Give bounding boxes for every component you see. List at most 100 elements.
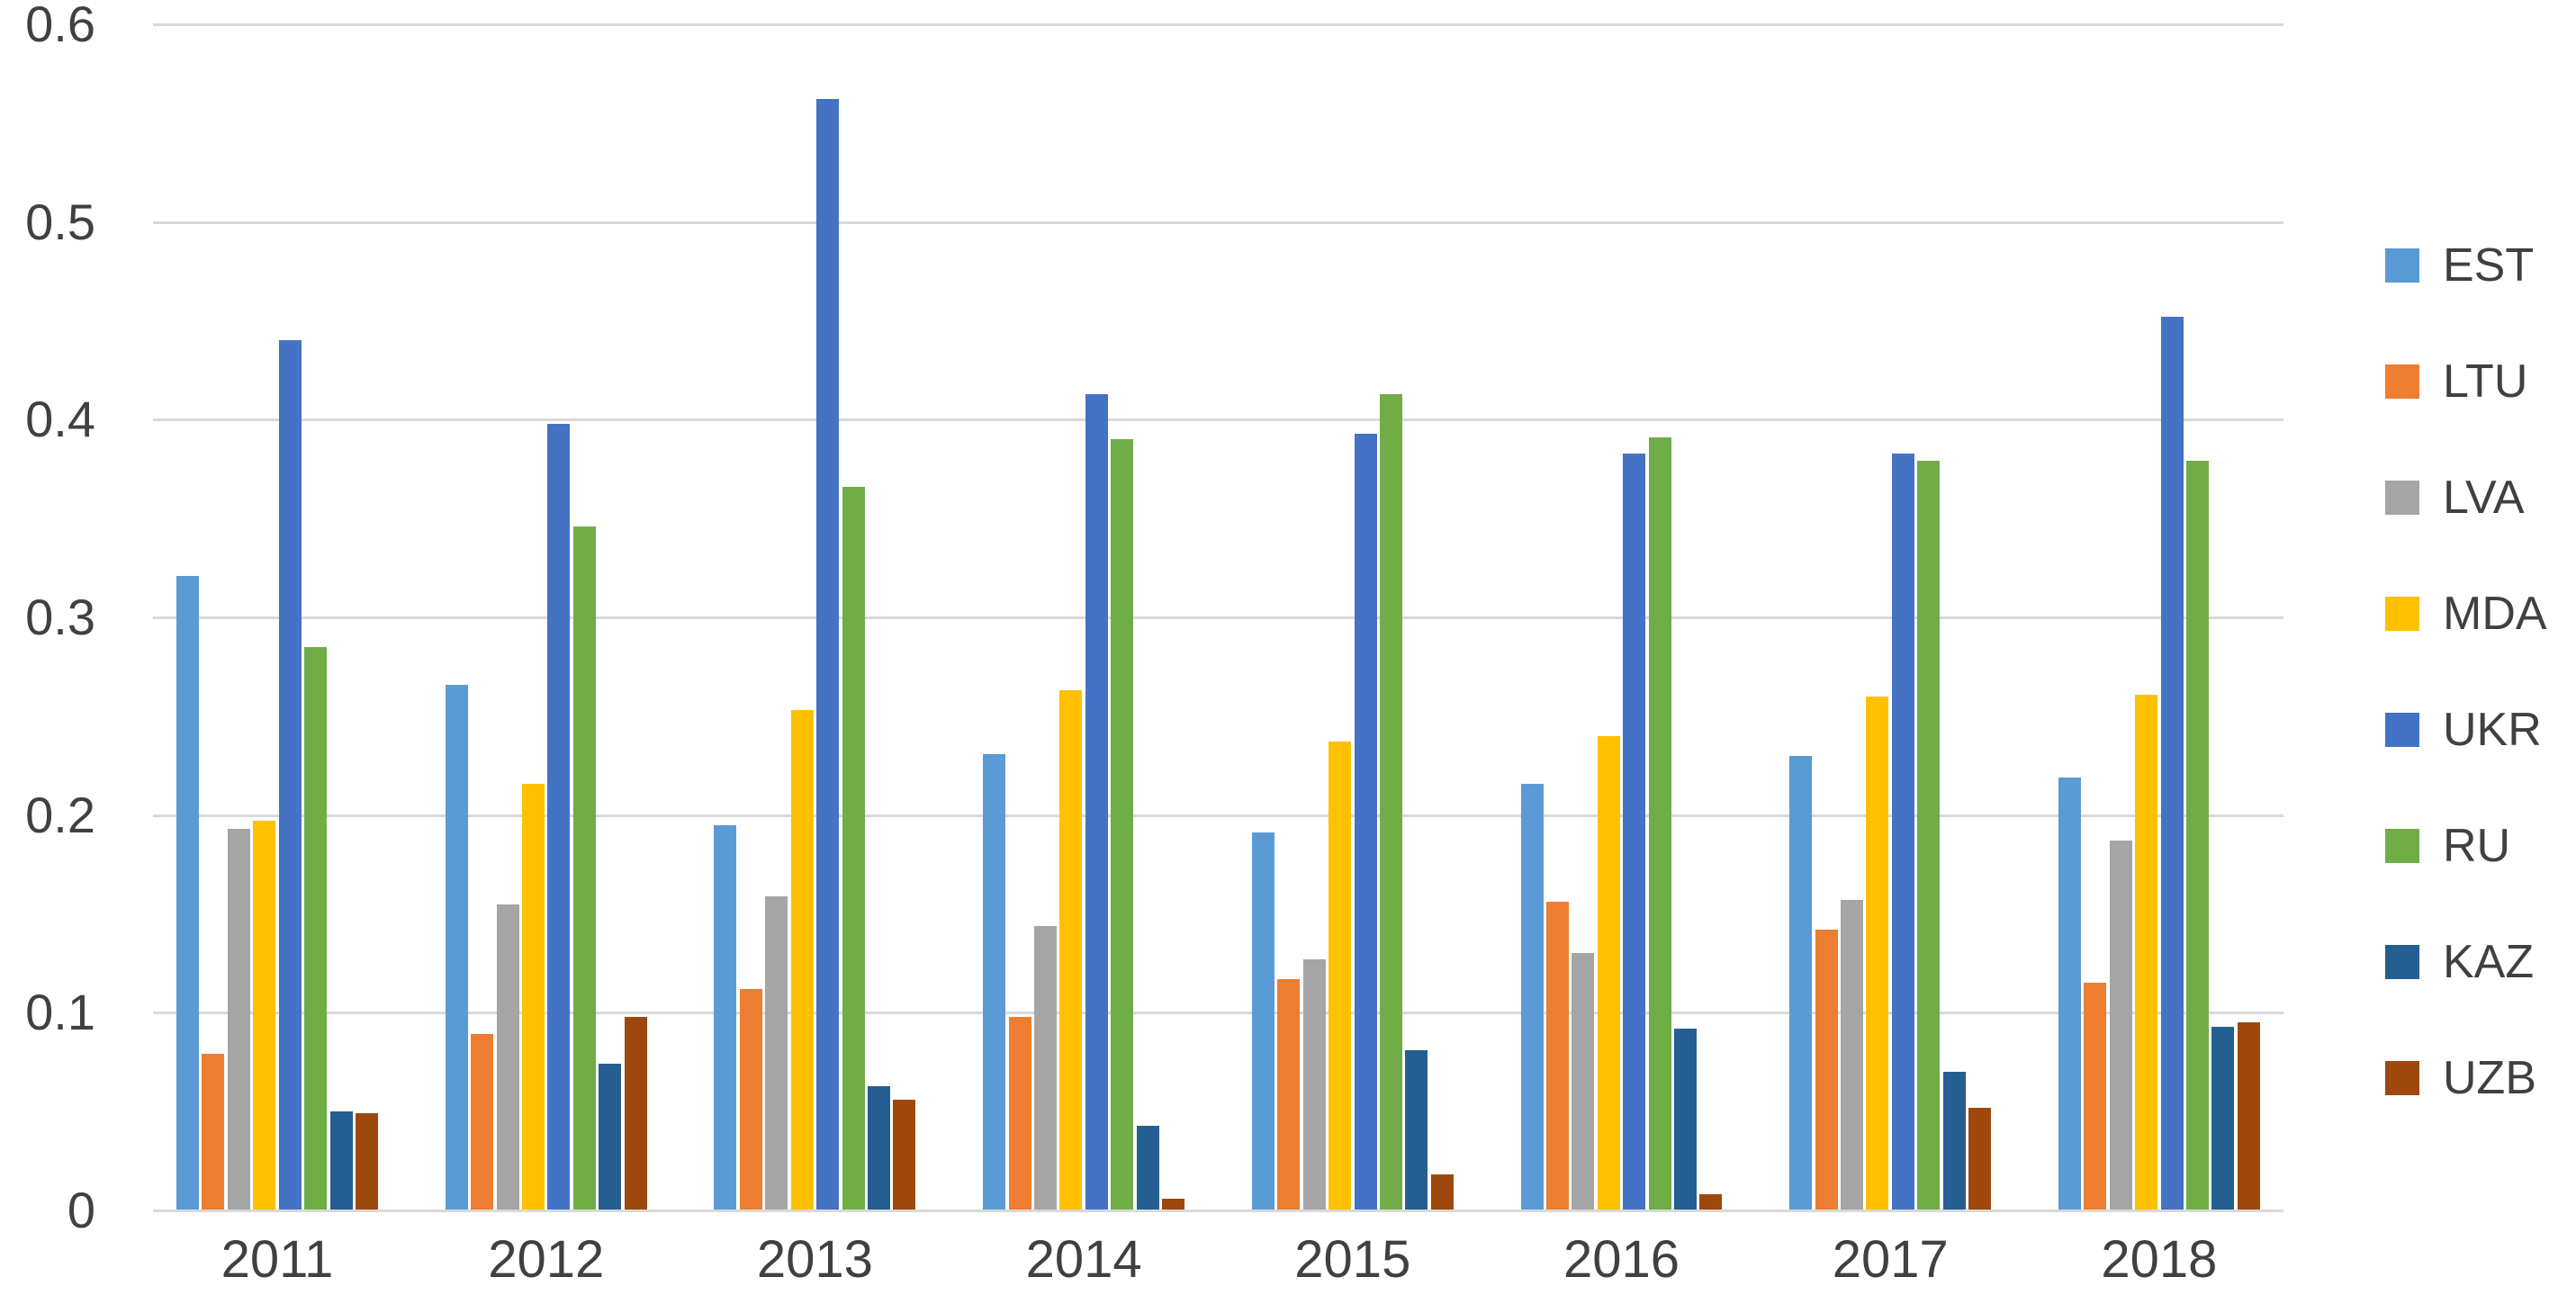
bar-2016-LTU bbox=[1545, 902, 1569, 1210]
legend-item-MDA: MDA bbox=[2385, 555, 2547, 671]
x-axis: 2011 2012 2013 2014 2015 2016 2017 2018 bbox=[153, 1231, 2283, 1289]
bar-2016-LVA bbox=[1572, 953, 1595, 1210]
bar-2012-LVA bbox=[496, 904, 519, 1210]
x-axis-label-2016: 2016 bbox=[1563, 1230, 1680, 1289]
bar-2013-LVA bbox=[765, 896, 788, 1210]
bar-2011-UKR bbox=[278, 340, 302, 1210]
y-axis-tick-label: 0.2 bbox=[25, 786, 95, 843]
y-axis-tick-label: 0.5 bbox=[25, 193, 95, 250]
legend-item-EST: EST bbox=[2385, 207, 2547, 323]
bar-group-2014 bbox=[983, 24, 1185, 1210]
gridline bbox=[153, 616, 2283, 619]
bar-2016-RU bbox=[1648, 437, 1671, 1210]
legend-marker-icon bbox=[2385, 364, 2419, 399]
bar-2011-LVA bbox=[227, 829, 250, 1210]
x-axis-label-2013: 2013 bbox=[756, 1230, 873, 1289]
y-axis-tick-label: 0.3 bbox=[25, 589, 95, 645]
bar-group-2018 bbox=[2058, 24, 2260, 1210]
x-axis-label-2012: 2012 bbox=[488, 1230, 605, 1289]
bar-group-2017 bbox=[1789, 24, 1992, 1210]
bar-2012-UZB bbox=[624, 1017, 647, 1210]
legend-label: UZB bbox=[2443, 1051, 2536, 1104]
bar-group-2013 bbox=[714, 24, 916, 1210]
legend-item-RU: RU bbox=[2385, 787, 2547, 904]
y-axis-tick-label: 0.6 bbox=[25, 0, 95, 52]
legend-item-UKR: UKR bbox=[2385, 671, 2547, 787]
bar-2012-LTU bbox=[471, 1034, 494, 1210]
gridline bbox=[153, 418, 2283, 422]
bar-2015-MDA bbox=[1329, 742, 1352, 1210]
gridline bbox=[153, 814, 2283, 817]
bar-group-2015 bbox=[1251, 24, 1454, 1210]
y-axis-tick-label: 0.1 bbox=[25, 984, 95, 1041]
x-axis-label-2015: 2015 bbox=[1294, 1230, 1411, 1289]
bar-2017-UZB bbox=[1968, 1108, 1992, 1210]
bar-2013-EST bbox=[714, 825, 737, 1210]
legend-marker-icon bbox=[2385, 828, 2419, 863]
bar-2012-UKR bbox=[547, 424, 571, 1210]
legend-label: LTU bbox=[2443, 355, 2528, 408]
bar-2015-UZB bbox=[1430, 1174, 1454, 1210]
bar-2018-UZB bbox=[2237, 1022, 2260, 1210]
plot-area bbox=[153, 23, 2283, 1212]
legend-marker-icon bbox=[2385, 944, 2419, 979]
legend-item-LVA: LVA bbox=[2385, 439, 2547, 555]
legend-label: LVA bbox=[2443, 471, 2525, 524]
legend-item-LTU: LTU bbox=[2385, 323, 2547, 439]
bar-2012-RU bbox=[572, 526, 596, 1210]
legend-label: MDA bbox=[2443, 587, 2547, 640]
gridline bbox=[153, 23, 2283, 26]
y-axis-tick-label: 0 bbox=[67, 1182, 95, 1238]
bar-2014-LTU bbox=[1008, 1017, 1031, 1210]
bar-group-2012 bbox=[445, 24, 647, 1210]
x-axis-label-2018: 2018 bbox=[2101, 1230, 2218, 1289]
legend-label: EST bbox=[2443, 238, 2535, 292]
bar-2015-EST bbox=[1251, 832, 1274, 1210]
legend-label: RU bbox=[2443, 819, 2511, 872]
bar-2012-MDA bbox=[521, 784, 545, 1210]
bar-2016-UZB bbox=[1699, 1194, 1723, 1210]
bar-group-2016 bbox=[1520, 24, 1723, 1210]
bar-2015-LVA bbox=[1302, 959, 1326, 1210]
bar-2011-LTU bbox=[202, 1054, 225, 1210]
bar-2017-MDA bbox=[1866, 697, 1889, 1210]
legend-marker-icon bbox=[2385, 480, 2419, 515]
bar-2011-MDA bbox=[253, 821, 276, 1210]
bar-2011-UZB bbox=[355, 1113, 378, 1210]
legend-item-UZB: UZB bbox=[2385, 1020, 2547, 1136]
bar-2016-MDA bbox=[1597, 736, 1620, 1210]
bar-2018-MDA bbox=[2135, 695, 2158, 1210]
bar-2013-UKR bbox=[816, 99, 840, 1210]
bar-2015-KAZ bbox=[1405, 1050, 1428, 1210]
bar-2014-LVA bbox=[1033, 926, 1057, 1210]
legend-marker-icon bbox=[2385, 247, 2419, 283]
bar-2012-EST bbox=[445, 685, 468, 1210]
bar-2018-LVA bbox=[2109, 841, 2132, 1210]
bar-group-2011 bbox=[176, 24, 378, 1210]
y-axis-tick-label: 0.4 bbox=[25, 391, 95, 448]
bar-2013-KAZ bbox=[867, 1086, 890, 1210]
legend-label: UKR bbox=[2443, 703, 2542, 756]
bar-2017-LTU bbox=[1815, 930, 1838, 1210]
legend-label: KAZ bbox=[2443, 935, 2535, 988]
legend-marker-icon bbox=[2385, 712, 2419, 747]
legend-item-KAZ: KAZ bbox=[2385, 904, 2547, 1020]
bar-2015-UKR bbox=[1354, 434, 1377, 1210]
bar-2015-LTU bbox=[1277, 979, 1301, 1210]
legend: EST LTU LVA MDA UKR RU KAZ UZB bbox=[2385, 207, 2547, 1136]
bar-2017-EST bbox=[1789, 756, 1813, 1210]
x-axis-label-2017: 2017 bbox=[1832, 1230, 1949, 1289]
bar-2015-RU bbox=[1379, 394, 1402, 1210]
bar-2018-LTU bbox=[2084, 983, 2107, 1210]
bar-2013-UZB bbox=[893, 1100, 916, 1210]
bar-2016-UKR bbox=[1623, 454, 1646, 1210]
bar-2013-RU bbox=[842, 487, 865, 1210]
bar-2014-UZB bbox=[1162, 1199, 1185, 1210]
bar-2016-KAZ bbox=[1674, 1029, 1698, 1210]
bar-2014-UKR bbox=[1085, 394, 1108, 1210]
bar-2017-RU bbox=[1917, 461, 1941, 1210]
bar-2014-MDA bbox=[1059, 690, 1083, 1210]
x-axis-line bbox=[153, 1210, 2283, 1212]
bar-2014-KAZ bbox=[1136, 1126, 1159, 1210]
